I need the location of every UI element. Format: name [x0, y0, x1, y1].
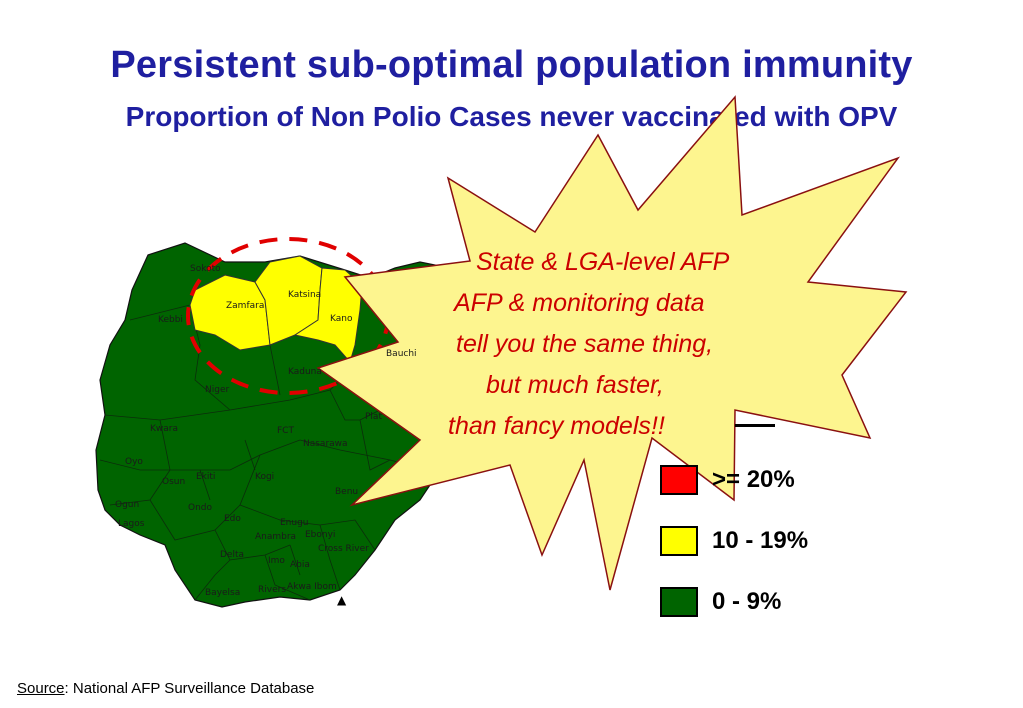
state-label: Plat	[365, 412, 382, 422]
callout-burst	[316, 95, 908, 591]
state-label: Osun	[162, 477, 185, 487]
source-note: Source: National AFP Surveillance Databa…	[17, 680, 314, 697]
state-label: Zamfara	[226, 301, 264, 311]
state-label: Kebbi	[158, 315, 183, 325]
state-labels: Sokoto Zamfara Katsina Kano Kebbi Kaduna…	[115, 264, 417, 598]
state-label: Bauchi	[386, 349, 417, 359]
state-label: Ogun	[115, 500, 139, 510]
legend-item-low: 0 - 9%	[660, 585, 781, 619]
state-label: Cross River	[318, 544, 369, 554]
state-label: Abia	[290, 560, 310, 570]
callout-line: AFP & monitoring data	[454, 289, 705, 317]
legend-label: 10 - 19%	[712, 527, 809, 554]
legend-label: 0 - 9%	[712, 588, 782, 615]
state-label: Imo	[268, 556, 285, 566]
state-label: Nasarawa	[303, 439, 348, 449]
page-title: Persistent sub-optimal population immuni…	[110, 44, 913, 86]
legend-item-high: >= 20%	[660, 463, 795, 497]
state-label: Edo	[224, 514, 241, 524]
state-label: Kano	[330, 314, 353, 324]
legend-swatch-red	[660, 465, 698, 495]
state-label: FCT	[277, 426, 294, 436]
callout-line: tell you the same thing,	[456, 330, 714, 358]
page-subtitle: Proportion of Non Polio Cases never vacc…	[125, 101, 898, 132]
state-label: Enugu	[280, 518, 309, 528]
legend-swatch-yellow	[660, 526, 698, 556]
callout-line: State & LGA-level AFP	[476, 248, 730, 276]
source-label: Source	[17, 680, 65, 697]
state-label: Kwara	[150, 424, 178, 434]
state-label: Ebonyi	[305, 530, 335, 540]
callout-text: State & LGA-level AFP AFP & monitoring d…	[420, 242, 840, 447]
coast-mark: ▲	[337, 593, 347, 607]
callout-line: but much faster,	[486, 371, 664, 399]
state-label: Kogi	[255, 472, 274, 482]
state-label: Niger	[205, 385, 229, 395]
state-label: Kaduna	[288, 367, 322, 377]
state-label: Ekiti	[196, 472, 215, 482]
state-label: Akwa Ibom	[287, 582, 337, 592]
state-label: Oyo	[125, 457, 143, 467]
state-label: Ondo	[188, 503, 213, 513]
state-label: Delta	[220, 550, 244, 560]
source-text: : National AFP Surveillance Database	[64, 680, 315, 697]
legend-label: >= 20%	[712, 466, 795, 493]
state-label: Lagos	[118, 519, 145, 529]
legend-swatch-green	[660, 587, 698, 617]
legend-divider	[735, 424, 775, 427]
state-label: Sokoto	[190, 264, 221, 274]
state-label: Rivers	[258, 585, 286, 595]
state-label: Katsina	[288, 290, 321, 300]
state-label: Anambra	[255, 532, 296, 542]
callout-line: than fancy models!!	[448, 412, 665, 440]
legend-item-mid: 10 - 19%	[660, 524, 808, 558]
state-label: Benu	[335, 487, 358, 497]
state-label: Bayelsa	[205, 588, 240, 598]
